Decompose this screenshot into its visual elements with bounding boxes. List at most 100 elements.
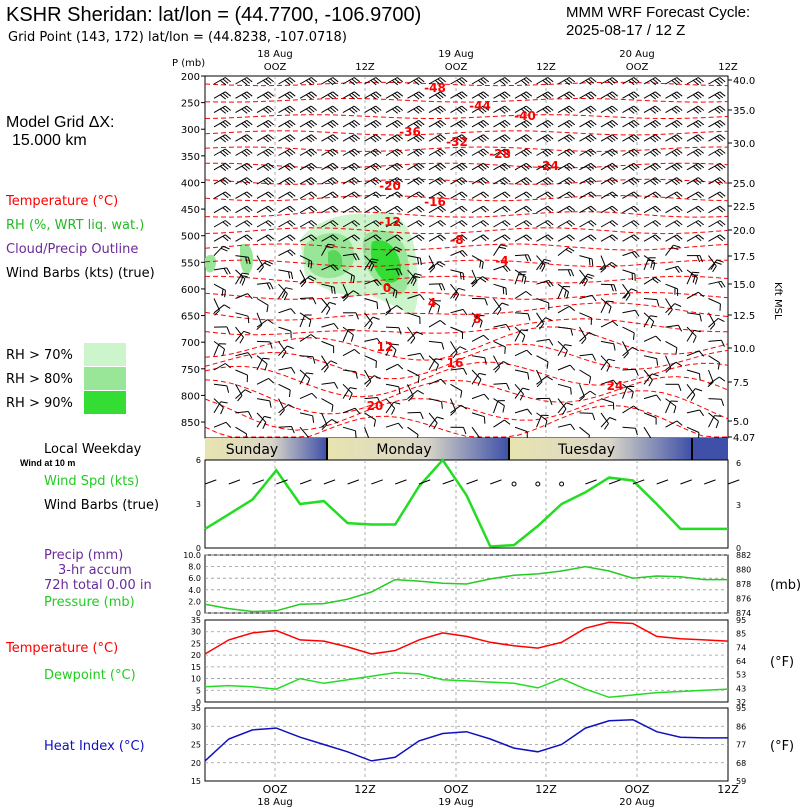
wind-barb bbox=[557, 119, 570, 128]
wind-barb-flag bbox=[633, 91, 640, 97]
wind-barb-flag bbox=[566, 178, 573, 184]
wind-barb bbox=[235, 177, 248, 185]
wind-barb-flag bbox=[587, 92, 595, 99]
wind-barb bbox=[321, 398, 334, 406]
wind-barb-flag bbox=[375, 205, 382, 211]
wind-barb bbox=[536, 234, 549, 242]
wind-barb-flag bbox=[398, 268, 403, 276]
wind-barb-flag bbox=[460, 390, 463, 398]
wind-barb bbox=[364, 234, 377, 242]
wind-barb-flag bbox=[224, 162, 232, 169]
rh80-swatch bbox=[84, 367, 126, 390]
wind-barb-flag bbox=[568, 205, 576, 211]
local-weekday-label: Local Weekday bbox=[44, 442, 142, 457]
wind-barb-flag bbox=[458, 92, 466, 99]
wind-barb bbox=[342, 119, 355, 128]
wind-barb-flag bbox=[480, 135, 487, 141]
wind-barb bbox=[278, 105, 291, 114]
bottom-date-label: 20 Aug bbox=[619, 797, 654, 808]
surface-wind-barb bbox=[632, 479, 645, 485]
wind-barb-flag bbox=[671, 94, 678, 100]
wind-barb bbox=[342, 407, 356, 414]
wind-barb-flag bbox=[633, 105, 640, 111]
wind-barb bbox=[407, 205, 420, 214]
y-tick-label: 35 bbox=[191, 704, 201, 713]
wind-barb-flag bbox=[241, 94, 248, 100]
wind-barb-flag bbox=[312, 356, 316, 364]
wind-barb-flag bbox=[462, 272, 465, 281]
wind-barb-flag bbox=[269, 282, 274, 290]
wind-barb-flag bbox=[418, 162, 425, 169]
wind-barb-flag bbox=[523, 121, 530, 127]
wind-barb-flag bbox=[525, 134, 533, 140]
wind-barb-flag bbox=[499, 165, 506, 171]
wind-barb-flag bbox=[654, 205, 662, 211]
wind-barb-flag bbox=[652, 235, 659, 242]
wind-barb bbox=[579, 312, 592, 319]
wind-barb-flag bbox=[611, 105, 619, 111]
wind-barb-flag bbox=[719, 91, 726, 97]
wind-barb-flag bbox=[609, 178, 616, 184]
wind-barb-flag bbox=[480, 178, 487, 184]
wind-barb-flag bbox=[308, 319, 312, 328]
wind-barb bbox=[536, 355, 549, 363]
wind-barb bbox=[686, 272, 693, 285]
wind-barb-flag bbox=[652, 121, 659, 127]
isotherm-label: -40 bbox=[514, 109, 536, 123]
wind-barb-flag bbox=[420, 412, 424, 420]
wind-barb-flag bbox=[262, 80, 270, 86]
wind-barb-flag bbox=[332, 134, 339, 140]
wind-barb-flag bbox=[332, 91, 339, 97]
wind-barb-flag bbox=[698, 350, 705, 357]
wind-barb bbox=[407, 411, 421, 414]
wind-barb-flag bbox=[267, 120, 275, 126]
wind-barb-flag bbox=[243, 78, 251, 84]
wind-barb-flag bbox=[350, 274, 353, 282]
wind-barb-flag bbox=[462, 250, 468, 256]
y2-tick-label: 878 bbox=[736, 580, 751, 589]
wind-barb bbox=[321, 412, 328, 426]
wind-barb bbox=[708, 162, 721, 171]
wind-barb-flag bbox=[570, 328, 574, 336]
wind-barb-flag bbox=[716, 78, 724, 84]
wind-barb bbox=[536, 259, 545, 271]
wind-barb-flag bbox=[287, 250, 294, 257]
forecast-cycle-time: 2025-08-17 / 12 Z bbox=[566, 22, 686, 39]
wind-barb-flag bbox=[695, 192, 702, 199]
wind-barb-flag bbox=[501, 302, 509, 306]
surface-wind-barb bbox=[418, 479, 431, 485]
wind-barb-flag bbox=[714, 94, 721, 100]
wind-barb-flag bbox=[527, 313, 531, 321]
surface-wind-barb bbox=[299, 479, 312, 485]
wind-barb-flag bbox=[415, 207, 423, 213]
wind-barb-flag bbox=[542, 122, 549, 129]
wind-barb-flag bbox=[697, 77, 705, 83]
wind-barb-flag bbox=[525, 105, 533, 111]
wind-barb-flag bbox=[673, 244, 681, 248]
wind-barb-flag bbox=[267, 148, 275, 154]
wind-barb-flag bbox=[289, 148, 296, 154]
wind-barb bbox=[278, 326, 292, 332]
sounding-frame bbox=[204, 75, 729, 439]
wind-barb bbox=[471, 105, 484, 114]
wind-barb-flag bbox=[716, 135, 724, 141]
wind-barb bbox=[493, 298, 502, 310]
wind-barb bbox=[643, 369, 653, 381]
wind-barb bbox=[428, 162, 441, 171]
wind-barb bbox=[600, 119, 613, 128]
wind-barb-flag bbox=[649, 137, 657, 143]
wind-barb bbox=[557, 134, 570, 142]
wind-barb bbox=[643, 177, 656, 185]
wind-barb-flag bbox=[521, 335, 526, 343]
wind-barb-flag bbox=[418, 105, 425, 111]
wind-panel-frame bbox=[204, 459, 729, 549]
wind-barb bbox=[321, 264, 334, 271]
wind-barb-flag bbox=[375, 77, 382, 83]
wind-barb bbox=[299, 91, 312, 99]
series-line bbox=[204, 565, 728, 613]
wind-barb bbox=[665, 324, 679, 328]
wind-barb bbox=[600, 300, 608, 314]
wind-barb-flag bbox=[353, 177, 361, 183]
wind-barb-flag bbox=[219, 108, 227, 114]
